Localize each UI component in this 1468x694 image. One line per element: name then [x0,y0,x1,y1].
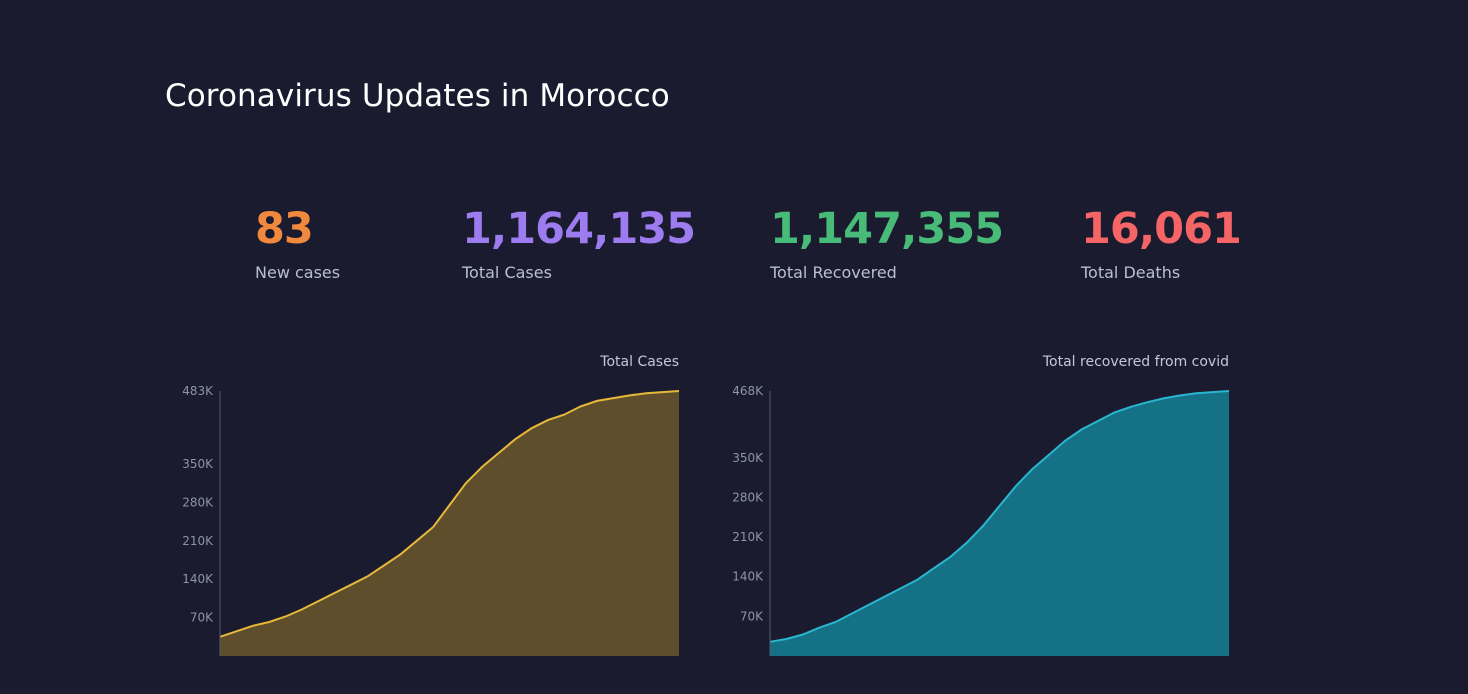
y-tick-label: 468K [732,384,764,398]
total-cases-chart-svg: Total Cases 70K 140K 210K 280K 350K 483K [182,354,680,656]
y-tick-label: 140K [732,570,764,584]
y-tick-label: 210K [182,534,214,548]
total-cases-value: 1,164,135 [462,204,696,254]
y-tick-label: 350K [182,457,214,471]
series-area [770,391,1229,656]
stat-total-cases: 1,164,135 Total Cases [462,203,696,282]
stat-total-recovered: 1,147,355 Total Recovered [770,203,1004,282]
y-tick-label: 280K [732,490,764,504]
y-tick-label: 140K [182,572,214,586]
chart-title: Total Cases [599,354,679,370]
stat-new-cases: 83 New cases [255,203,340,282]
total-deaths-label: Total Deaths [1081,263,1181,282]
y-tick-label: 350K [732,451,764,465]
total-recovered-chart: Total recovered from covid 70K 140K 210K 280… [720,345,1280,675]
y-tick-label: 280K [182,495,214,509]
y-tick-label: 210K [732,530,764,544]
y-tick-label: 483K [182,384,214,398]
page-title: Coronavirus Updates in Morocco [165,78,670,114]
stat-total-deaths: 16,061 Total Deaths [1081,203,1242,282]
new-cases-value: 83 [255,204,314,254]
new-cases-label: New cases [255,263,341,282]
series-area [220,391,679,656]
y-tick-label: 70K [190,611,214,625]
series-line [769,390,1230,643]
chart-title: Total recovered from covid [1042,354,1229,370]
total-recovered-value: 1,147,355 [770,204,1004,254]
total-cases-label: Total Cases [462,263,552,282]
y-tick-label: 70K [740,609,764,623]
total-recovered-label: Total Recovered [770,263,897,282]
series-line [219,390,680,638]
total-recovered-chart-svg: Total recovered from covid 70K 140K 210K 280… [732,354,1230,656]
total-cases-chart: Total Cases 70K 140K 210K 280K 350K 483K [170,345,730,675]
total-deaths-value: 16,061 [1081,204,1242,254]
